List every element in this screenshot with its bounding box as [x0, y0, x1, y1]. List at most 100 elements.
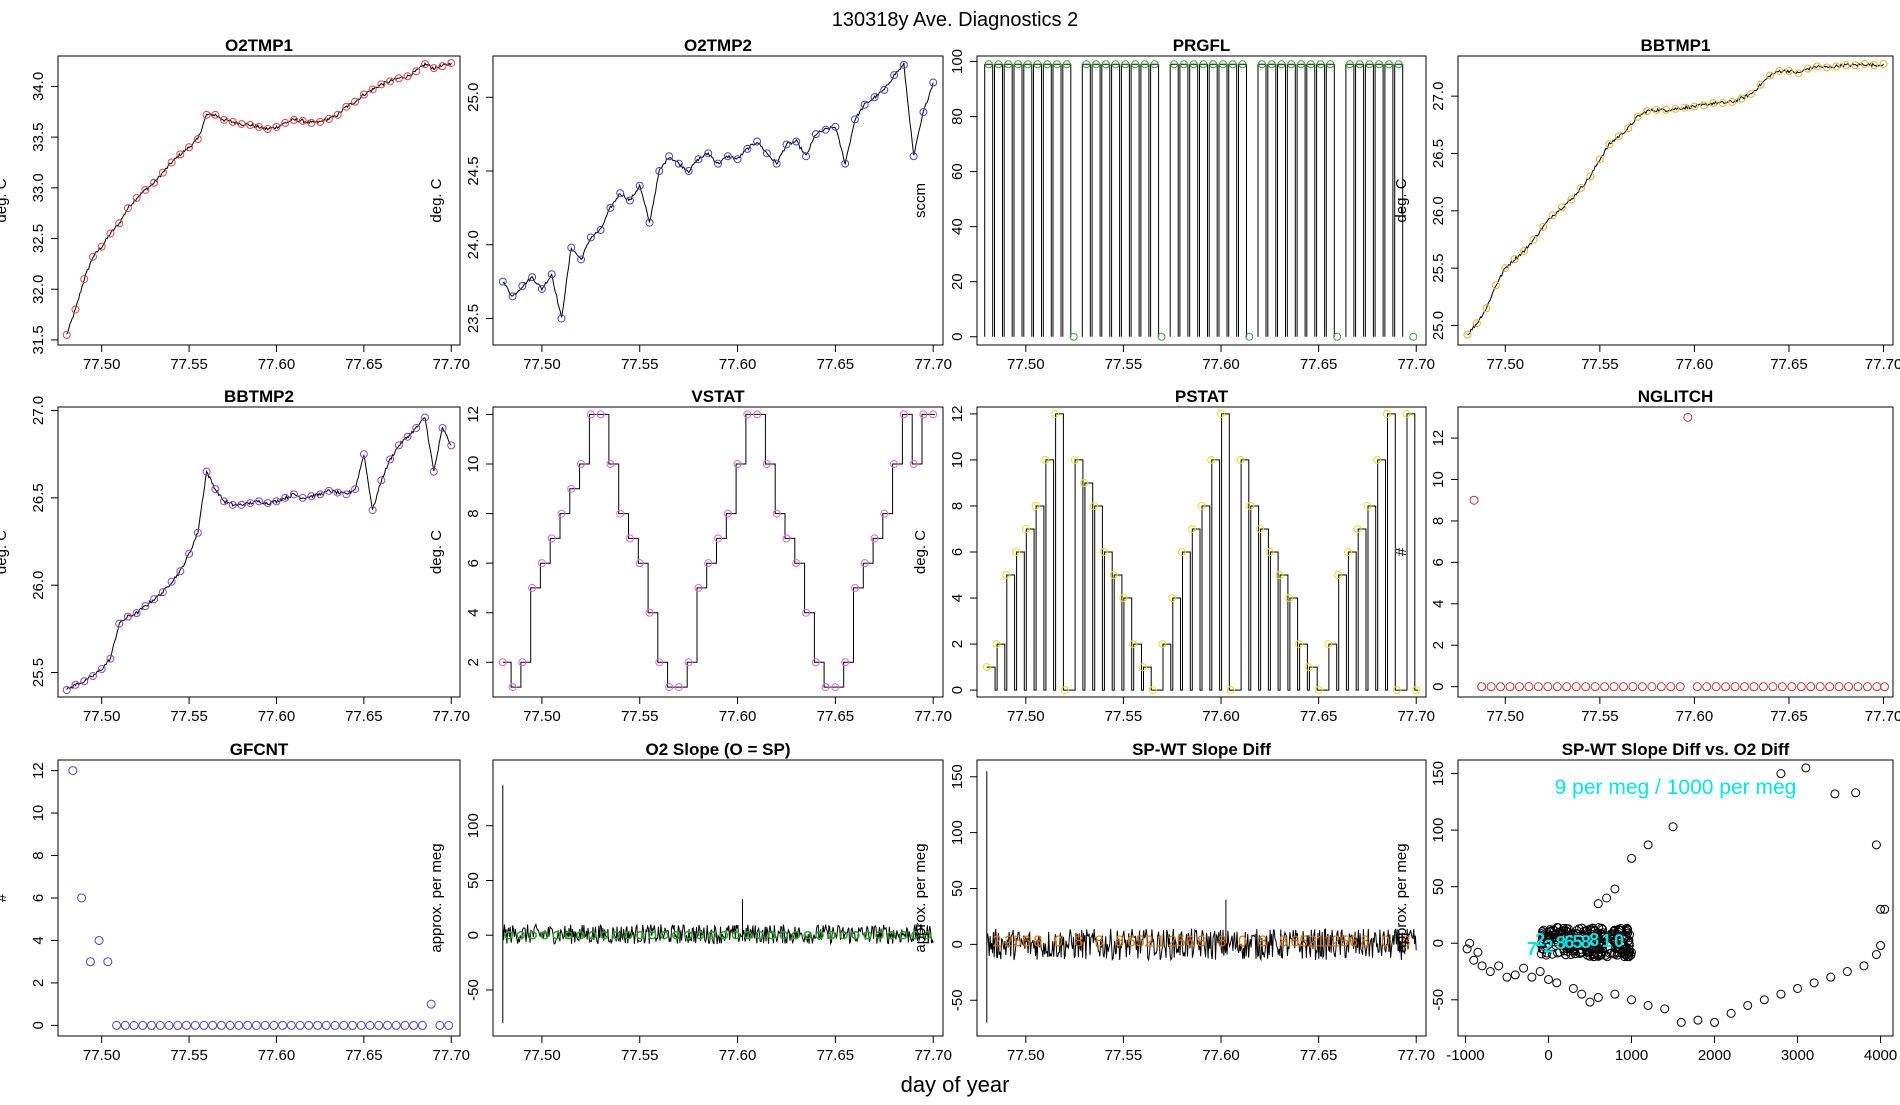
- x-tick-label: 77.60: [258, 356, 296, 373]
- data-point: [71, 305, 80, 314]
- data-point: [190, 1020, 200, 1030]
- x-tick-label: 77.65: [1770, 356, 1808, 373]
- y-tick-label: 6: [465, 559, 482, 567]
- data-point: [97, 665, 106, 674]
- panel-title: O2 Slope (O = SP): [645, 740, 790, 759]
- data-point: [85, 957, 95, 967]
- data-point: [841, 159, 850, 168]
- data-point: [1533, 682, 1543, 692]
- data-point: [1501, 264, 1510, 273]
- data-point: [199, 1020, 209, 1030]
- data-point: [1590, 951, 1600, 961]
- data-point: [1409, 332, 1418, 341]
- data-point: [269, 1020, 279, 1030]
- data-point: [1375, 60, 1384, 69]
- plot-frame: [492, 406, 944, 698]
- data-point: [1692, 682, 1702, 692]
- cluster-label: 7: [1527, 939, 1537, 959]
- overlay-label: 256: [1168, 934, 1195, 951]
- x-tick-label: 77.65: [817, 1047, 855, 1064]
- data-point: [516, 930, 525, 940]
- series-trace: [1467, 62, 1884, 335]
- data-point: [1576, 183, 1585, 192]
- x-tick-label: 77.65: [1300, 1047, 1338, 1064]
- data-point: [106, 654, 115, 663]
- data-point: [412, 423, 421, 432]
- x-tick-label: 77.50: [83, 708, 121, 725]
- data-point: [1643, 1000, 1653, 1010]
- data-point: [743, 144, 752, 153]
- data-point: [71, 680, 80, 689]
- panel-pstat: PSTAT deg. C 77.50 77.55 77.60 77.65 77.70 0 2 4 6…: [912, 387, 1435, 725]
- data-point: [723, 509, 732, 518]
- data-point: [158, 588, 167, 597]
- x-tick-label: 77.50: [83, 356, 121, 373]
- data-point: [1628, 682, 1638, 692]
- y-tick-label: 100: [1430, 818, 1447, 843]
- y-tick-label: 2: [465, 658, 482, 666]
- data-point: [1822, 63, 1831, 72]
- data-point: [1803, 64, 1812, 73]
- data-point: [211, 110, 220, 119]
- data-point: [880, 85, 889, 94]
- x-tick-label: 77.65: [1770, 708, 1808, 725]
- data-point: [1550, 937, 1560, 947]
- data-point: [150, 178, 159, 187]
- data-point: [1472, 319, 1481, 328]
- data-point: [202, 110, 211, 119]
- data-point: [1718, 99, 1727, 108]
- data-point: [791, 930, 800, 940]
- panels-grid: O2TMP1 deg. C 77.50 77.55 77.60 77.65 77.70 31.…: [0, 36, 1900, 1064]
- data-point: [1623, 928, 1633, 938]
- overlay-label: 652: [1290, 934, 1317, 951]
- data-point: [1326, 60, 1335, 69]
- x-tick-label: 77.70: [432, 1047, 470, 1064]
- y-tick-label: 50: [465, 872, 482, 889]
- data-point: [1365, 60, 1374, 69]
- data-point: [1157, 332, 1166, 341]
- data-point: [1559, 946, 1569, 956]
- data-point: [1099, 548, 1108, 556]
- data-point: [694, 583, 703, 592]
- data-point: [1693, 1015, 1703, 1025]
- data-point: [586, 233, 595, 242]
- data-point: [1535, 967, 1545, 977]
- data-point: [1520, 246, 1529, 255]
- data-point: [1637, 682, 1647, 692]
- y-axis-label: deg. C: [912, 530, 929, 574]
- data-point: [821, 125, 830, 134]
- x-tick-label: 77.70: [1397, 356, 1435, 373]
- data-point: [1373, 455, 1382, 464]
- data-point: [1306, 60, 1315, 69]
- data-point: [1566, 929, 1576, 939]
- data-point: [1469, 495, 1479, 505]
- data-point: [911, 930, 920, 940]
- data-point: [1832, 62, 1841, 71]
- data-point: [576, 930, 585, 940]
- y-tick-label: 32.0: [30, 275, 47, 304]
- data-point: [815, 930, 824, 940]
- data-point: [821, 683, 830, 692]
- data-point: [1053, 60, 1062, 69]
- data-point: [547, 270, 556, 279]
- data-point: [1627, 853, 1637, 863]
- data-point: [246, 120, 255, 129]
- y-tick-label: 6: [1430, 558, 1447, 566]
- data-point: [120, 1020, 130, 1030]
- data-point: [1090, 501, 1099, 510]
- data-point: [1002, 571, 1011, 580]
- data-point: [1197, 501, 1206, 510]
- panel-o2-slope-o-sp: O2 Slope (O = SP) approx. per meg 77.50 77.…: [428, 740, 952, 1064]
- y-tick-label: 150: [949, 764, 966, 789]
- data-point: [1031, 501, 1040, 510]
- data-point: [447, 59, 456, 68]
- data-point: [1562, 682, 1572, 692]
- data-point: [870, 534, 879, 543]
- x-tick-label: 77.65: [1300, 356, 1338, 373]
- data-point: [62, 686, 71, 695]
- data-point: [1647, 682, 1657, 692]
- data-point: [368, 506, 377, 515]
- data-point: [1614, 132, 1623, 141]
- data-point: [359, 450, 368, 459]
- y-tick-label: 50: [1430, 878, 1447, 895]
